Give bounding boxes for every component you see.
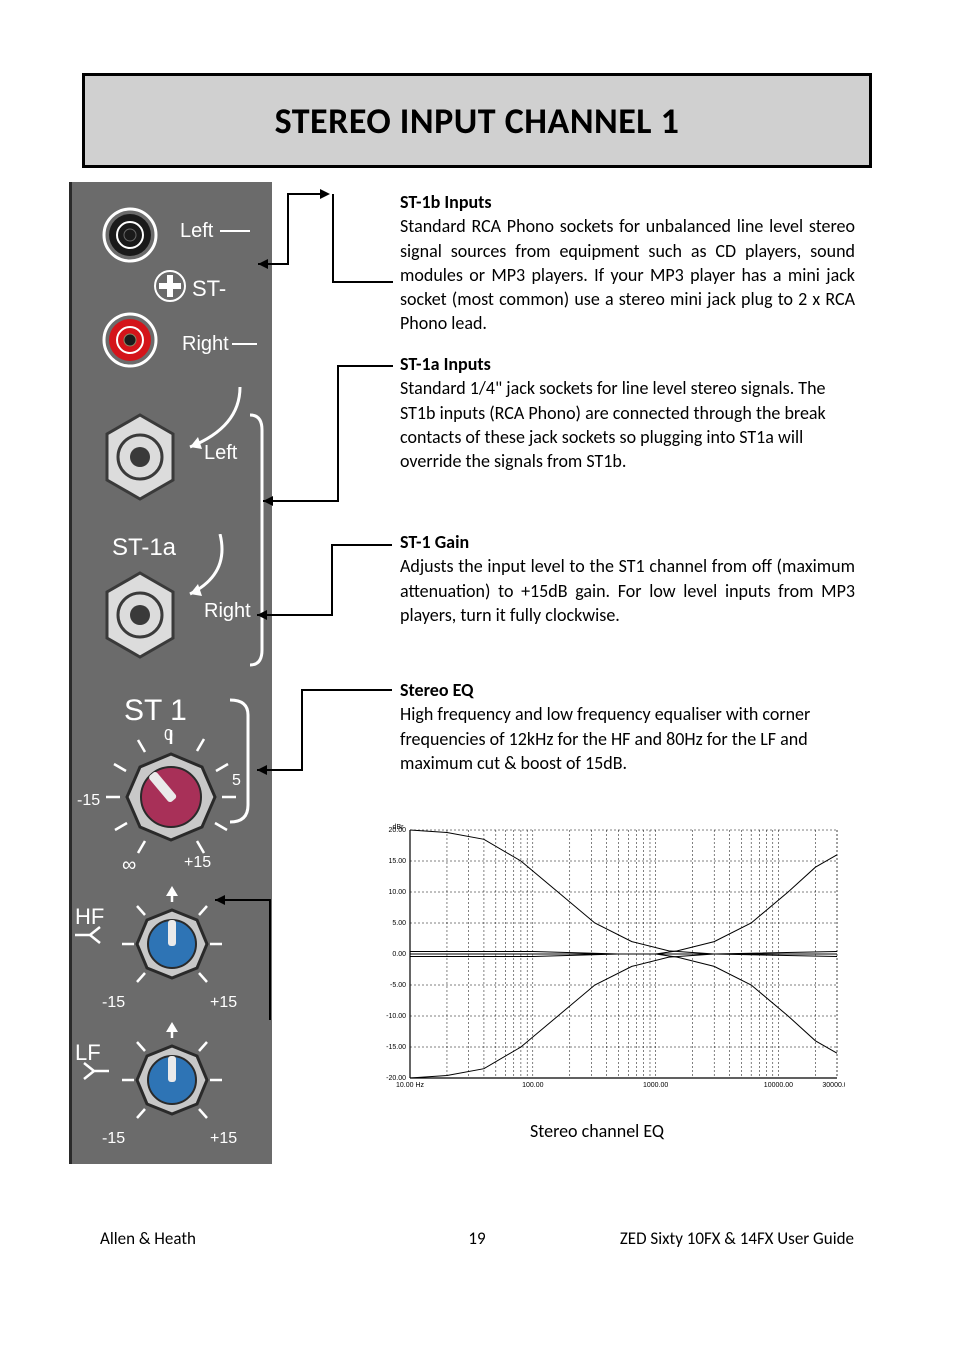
leader-line	[220, 230, 250, 232]
jack-right-label: Right	[204, 600, 251, 623]
svg-text:-20.00: -20.00	[386, 1075, 406, 1082]
rca-right-label: Right	[182, 333, 229, 356]
arrow-st1b	[258, 182, 398, 312]
hf-shelf-icon	[72, 924, 112, 946]
jack-left-label: Left	[204, 442, 237, 465]
svg-text:100.00: 100.00	[522, 1082, 544, 1089]
svg-text:30000.00: 30000.00	[822, 1082, 845, 1089]
jack-right-arrow	[180, 534, 260, 609]
leader-line	[232, 343, 257, 345]
lf-tick-min: -15	[102, 1130, 125, 1148]
jack-group-label: ST-1a	[112, 534, 176, 562]
page-title: STEREO INPUT CHANNEL 1	[275, 99, 680, 143]
jack-left-socket	[95, 412, 185, 502]
arrow-st1a	[258, 346, 398, 516]
section-eq-body: High frequency and low frequency equalis…	[400, 703, 810, 774]
section-st1b-body: Standard RCA Phono sockets for unbalance…	[400, 215, 855, 334]
svg-text:-10.00: -10.00	[386, 1013, 406, 1020]
rca-left-label: Left	[180, 220, 213, 243]
page-title-box: STEREO INPUT CHANNEL 1	[82, 73, 872, 168]
section-st1b: ST-1b Inputs Standard RCA Phono sockets …	[400, 190, 855, 336]
section-gain-body: Adjusts the input level to the ST1 chann…	[400, 555, 855, 626]
gain-tick-inf: ∞	[122, 854, 136, 877]
gain-tick-min: -15	[77, 792, 100, 810]
hf-tick-min: -15	[102, 994, 125, 1012]
chart-caption: Stereo channel EQ	[530, 1120, 664, 1142]
section-st1b-heading: ST-1b Inputs	[400, 191, 492, 213]
section-st1a-body: Standard 1/4" jack sockets for line leve…	[400, 377, 826, 472]
svg-text:10000.00: 10000.00	[764, 1082, 793, 1089]
lf-tick-max: +15	[210, 1130, 237, 1148]
rca-group-label: ST-	[192, 276, 226, 302]
svg-text:0.00: 0.00	[392, 951, 406, 958]
footer-right: ZED Sixty 10FX & 14FX User Guide	[620, 1228, 854, 1249]
gain-tick-0: 0	[164, 727, 173, 745]
gain-tick-max: +15	[184, 854, 211, 872]
section-gain-heading: ST-1 Gain	[400, 531, 469, 553]
svg-text:15.00: 15.00	[388, 858, 406, 865]
lf-shelf-icon	[72, 1060, 112, 1082]
lf-knob	[112, 1020, 232, 1140]
svg-text:5.00: 5.00	[392, 920, 406, 927]
eq-chart: 20.0015.0010.005.000.00-5.00-10.00-15.00…	[365, 820, 845, 1098]
section-gain: ST-1 Gain Adjusts the input level to the…	[400, 530, 855, 627]
section-st1a-heading: ST-1a Inputs	[400, 353, 491, 375]
section-eq: Stereo EQ High frequency and low frequen…	[400, 678, 855, 775]
arrow-gain	[252, 535, 397, 775]
rca-left-socket	[102, 207, 158, 263]
plus-icon	[154, 270, 186, 302]
svg-text:10.00 Hz: 10.00 Hz	[396, 1082, 425, 1089]
rca-right-socket	[102, 312, 158, 368]
svg-text:10.00: 10.00	[388, 889, 406, 896]
svg-text:-5.00: -5.00	[390, 982, 406, 989]
svg-text:dBr: dBr	[393, 824, 405, 831]
section-st1a: ST-1a Inputs Standard 1/4" jack sockets …	[400, 352, 855, 473]
svg-text:1000.00: 1000.00	[643, 1082, 668, 1089]
jack-right-socket	[95, 570, 185, 660]
section-eq-heading: Stereo EQ	[400, 679, 473, 701]
svg-text:-15.00: -15.00	[386, 1044, 406, 1051]
